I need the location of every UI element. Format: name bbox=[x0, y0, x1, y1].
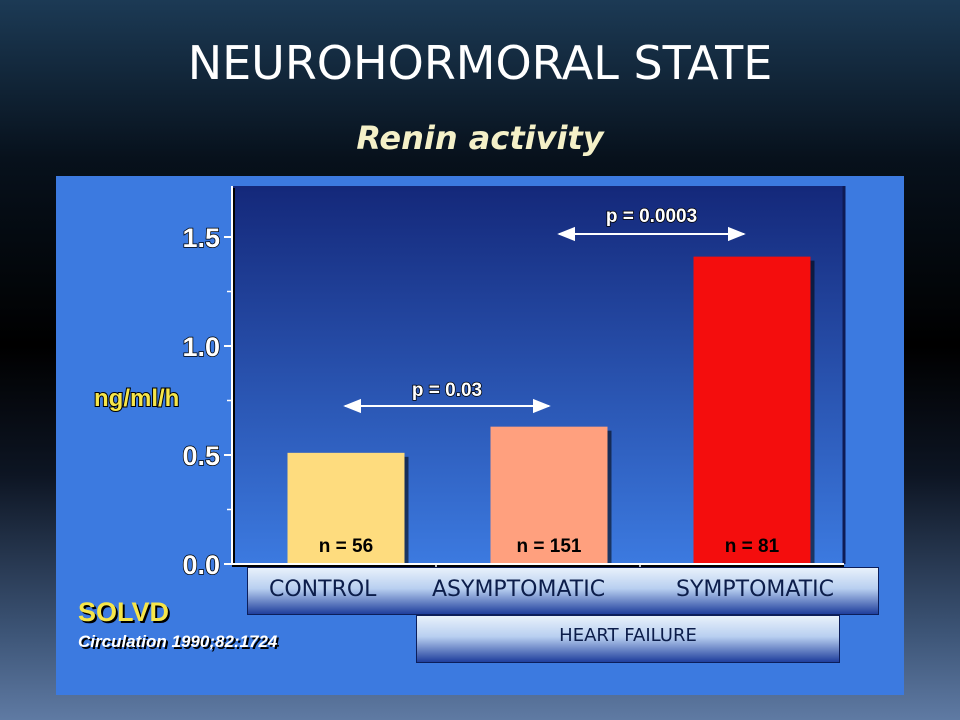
bar-data-label: n = 81 bbox=[725, 536, 780, 557]
chart-panel: n = 56 n = 151 n = 81 0.0 0.5 1.0 1.5 p = 0.0… bbox=[56, 176, 904, 695]
study-citation: Circulation 1990;82:1724 bbox=[78, 632, 278, 651]
bar-1 bbox=[490, 426, 608, 564]
y-tick-label: 1.0 bbox=[182, 332, 220, 362]
heart-failure-group-bar: HEART FAILURE bbox=[416, 615, 840, 663]
p-value-label: p = 0.0003 bbox=[606, 206, 697, 227]
heart-failure-label: HEART FAILURE bbox=[559, 625, 697, 646]
y-tick-label: 0.0 bbox=[182, 550, 220, 580]
bar-0 bbox=[287, 452, 405, 564]
category-label-control: CONTROL bbox=[269, 577, 377, 602]
study-name: SOLVD bbox=[78, 597, 170, 627]
category-label-symptomatic: SYMPTOMATIC bbox=[676, 577, 835, 602]
p-value-label: p = 0.03 bbox=[412, 380, 482, 401]
y-tick-label: 1.5 bbox=[182, 223, 220, 253]
y-tick-label: 0.5 bbox=[182, 441, 220, 471]
bar-2 bbox=[693, 256, 811, 564]
slide-title: NEUROHORMORAL STATE bbox=[187, 36, 773, 90]
category-label-bar: CONTROL ASYMPTOMATIC SYMPTOMATIC bbox=[247, 567, 879, 615]
category-label-asymptomatic: ASYMPTOMATIC bbox=[432, 577, 606, 602]
bar-chart: n = 56 n = 151 n = 81 0.0 0.5 1.0 1.5 p = 0.0… bbox=[93, 186, 846, 581]
y-axis-label: ng/ml/h bbox=[94, 385, 179, 412]
slide-subtitle: Renin activity bbox=[356, 119, 604, 157]
bar-data-label: n = 151 bbox=[517, 536, 582, 557]
bar-data-label: n = 56 bbox=[319, 536, 373, 557]
